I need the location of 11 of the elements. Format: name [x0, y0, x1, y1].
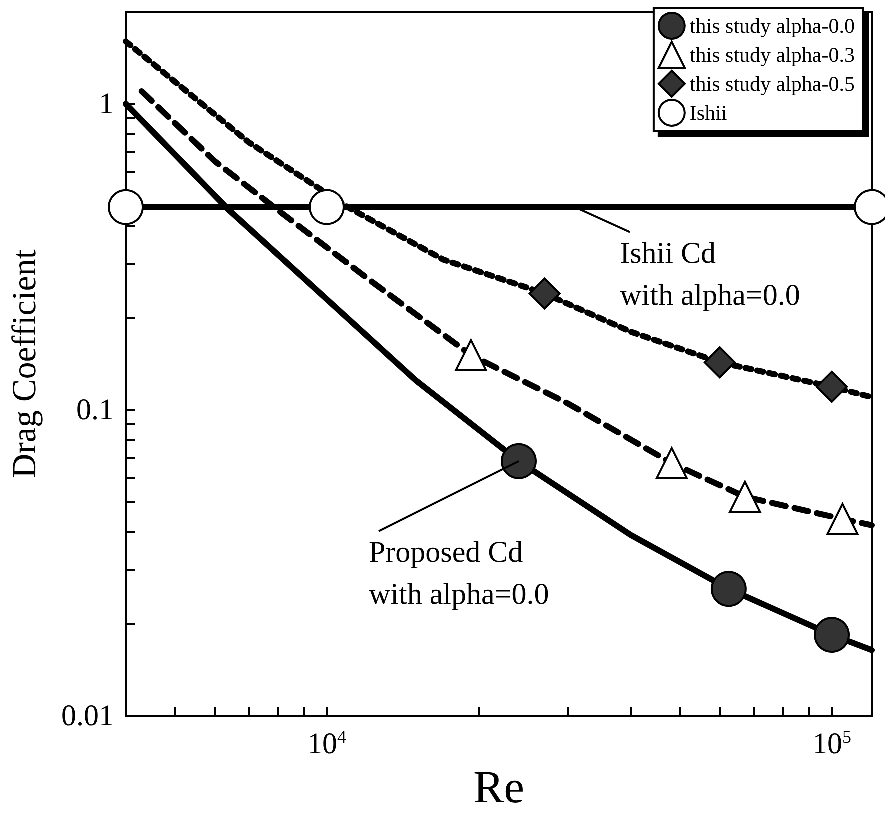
- legend-label: this study alpha-0.0: [690, 14, 856, 38]
- y-axis-title: Drag Coefficient: [6, 249, 44, 478]
- y-tick-label: 0.01: [62, 700, 114, 733]
- annotation: Ishii Cd with alpha=0.0: [620, 236, 800, 312]
- y-tick-label: 1: [99, 88, 114, 121]
- annotation: Proposed Cd with alpha=0.0: [368, 536, 550, 611]
- legend-label: Ishii: [690, 101, 728, 125]
- x-axis-title: Re: [473, 762, 525, 812]
- legend-label: this study alpha-0.5: [690, 72, 856, 96]
- legend-label: this study alpha-0.3: [690, 43, 856, 67]
- y-tick-label: 0.1: [76, 394, 114, 427]
